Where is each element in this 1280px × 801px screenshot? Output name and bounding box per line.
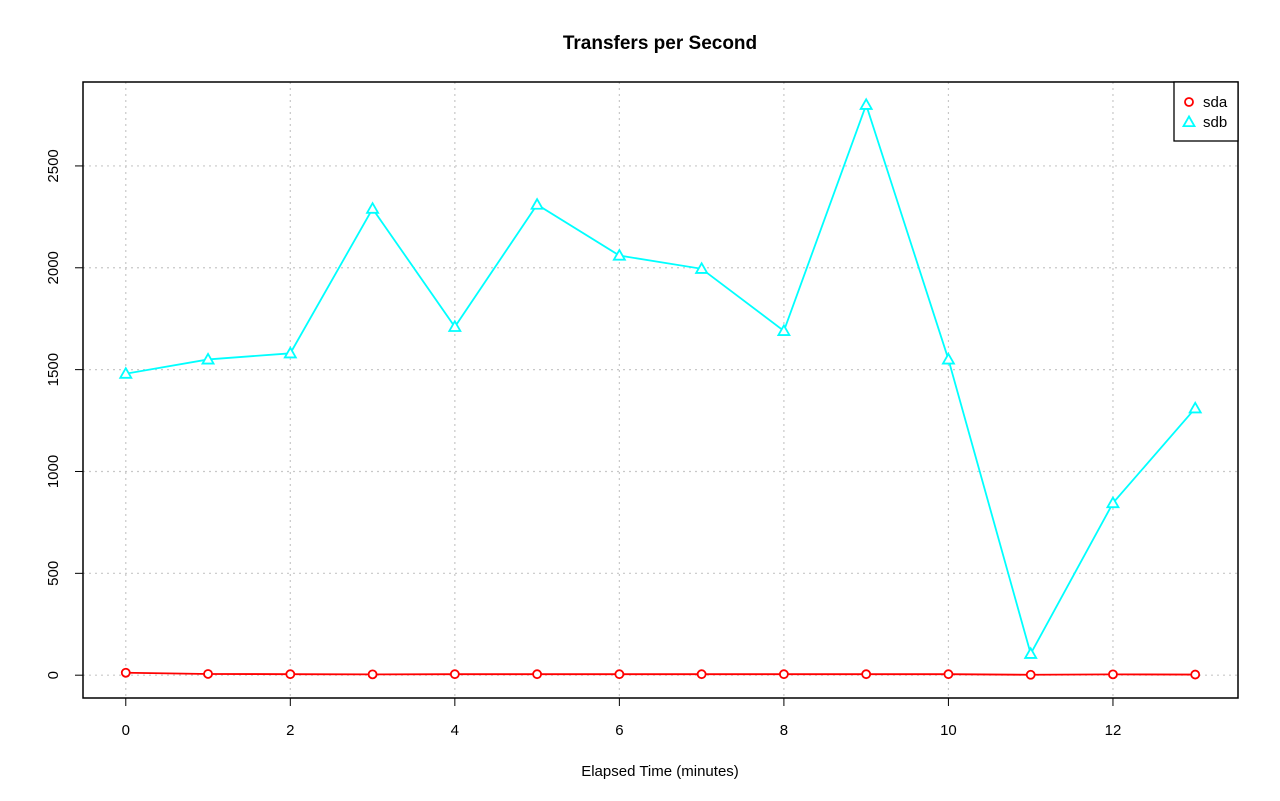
y-axis: 0 500 1000 1500 2000 2500 [45,149,84,679]
data-point-sda [367,669,378,680]
data-point-sda [861,669,872,680]
series-sda [120,667,1201,680]
x-tick-label: 12 [1105,722,1122,739]
series-layer [118,97,1203,680]
x-axis: 0 2 4 6 8 10 12 [122,697,1122,739]
data-point-sda [1190,669,1201,680]
series-line-sda [125,671,1196,676]
series-line-sdb [125,102,1196,657]
legend-marker-sdb [1181,114,1197,128]
y-tick-label: 1500 [45,353,62,386]
data-point-sdb [1105,495,1121,509]
data-point-sda [1025,669,1036,680]
plot-frame [82,81,1239,699]
legend-label-sda: sda [1203,94,1228,111]
y-tick-label: 1000 [45,455,62,488]
data-point-sda [943,669,954,680]
y-tick-label: 500 [45,561,62,586]
data-point-sdb [1023,646,1038,659]
x-tick-label: 8 [780,722,788,739]
data-point-sdb [530,197,545,210]
series-sdb [118,97,1203,659]
data-point-sda [778,669,789,680]
data-point-sdb [283,346,298,359]
data-point-sda [120,667,131,678]
data-point-sda [532,669,543,680]
data-point-sda [203,669,213,679]
grid [83,82,1238,698]
y-tick-label: 0 [45,671,62,679]
legend-box [1173,81,1239,142]
data-point-sdb [941,352,956,365]
data-point-sda [449,669,460,680]
data-point-sda [696,669,707,680]
x-tick-label: 10 [940,722,957,739]
legend-marker-sda [1184,97,1194,107]
x-tick-label: 0 [122,722,130,739]
data-point-sda [614,669,625,680]
data-point-sdb [776,323,791,336]
x-tick-label: 2 [286,722,294,739]
data-point-sdb [118,366,133,379]
data-point-sda [285,669,296,680]
legend-label-sdb: sdb [1203,114,1227,131]
data-point-sdb [1188,401,1203,414]
data-point-sdb [694,261,709,274]
data-point-sdb [365,201,380,214]
data-point-sdb [447,319,462,332]
chart-title: Transfers per Second [563,33,757,54]
data-point-sdb [200,352,216,365]
x-tick-label: 6 [615,722,623,739]
data-point-sdb [859,97,874,110]
data-point-sda [1108,669,1118,680]
x-tick-label: 4 [451,722,459,739]
y-tick-label: 2000 [45,251,62,284]
legend: sda sdb [1173,81,1239,142]
data-point-sdb [612,248,627,261]
x-axis-label: Elapsed Time (minutes) [581,763,739,780]
y-tick-label: 2500 [45,149,62,182]
